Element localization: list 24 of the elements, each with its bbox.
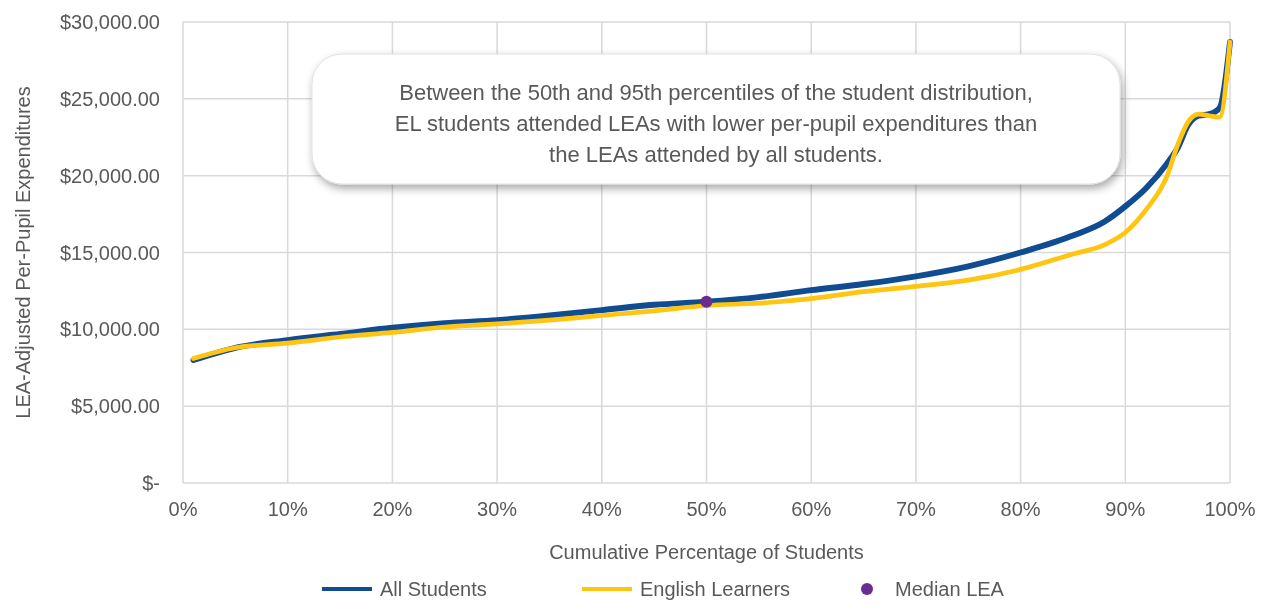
x-tick-label: 90% xyxy=(1105,498,1146,520)
annotation: Between the 50th and 95th percentiles of the student distribution, EL students attended LEAs with lower per-pupil expenditures than the LEAs attended by all students. xyxy=(394,80,1038,167)
y-axis-title: LEA-Adjusted Per-Pupil Expenditures xyxy=(12,86,34,419)
x-tick-label: 70% xyxy=(895,498,937,520)
x-tick-label: 30% xyxy=(477,498,518,520)
y-tick-label: $- xyxy=(142,472,160,494)
y-tick-label: $25,000.00 xyxy=(59,87,160,110)
x-tick-label: 80% xyxy=(1000,498,1041,520)
y-tick-label: $20,000.00 xyxy=(59,164,160,187)
y-tick-label: $30,000.00 xyxy=(59,11,160,33)
legend-label: English Learners xyxy=(640,578,791,600)
x-tick-label: 50% xyxy=(686,498,727,520)
y-tick-label: $5,000.00 xyxy=(71,395,160,418)
x-tick-label: 100% xyxy=(1204,498,1256,520)
x-tick-label: 0% xyxy=(168,498,198,520)
x-tick-label: 20% xyxy=(372,498,413,520)
x-tick-label: 10% xyxy=(267,498,308,520)
x-tick-label: 60% xyxy=(791,498,832,520)
y-tick-label: $15,000.00 xyxy=(59,241,160,264)
legend-label: All Students xyxy=(380,578,487,600)
x-tick-label: 40% xyxy=(581,498,623,520)
legend-label: Median LEA xyxy=(895,578,1005,600)
x-axis-title: Cumulative Percentage of Students xyxy=(549,541,864,563)
y-tick-label: $10,000.00 xyxy=(59,318,160,341)
